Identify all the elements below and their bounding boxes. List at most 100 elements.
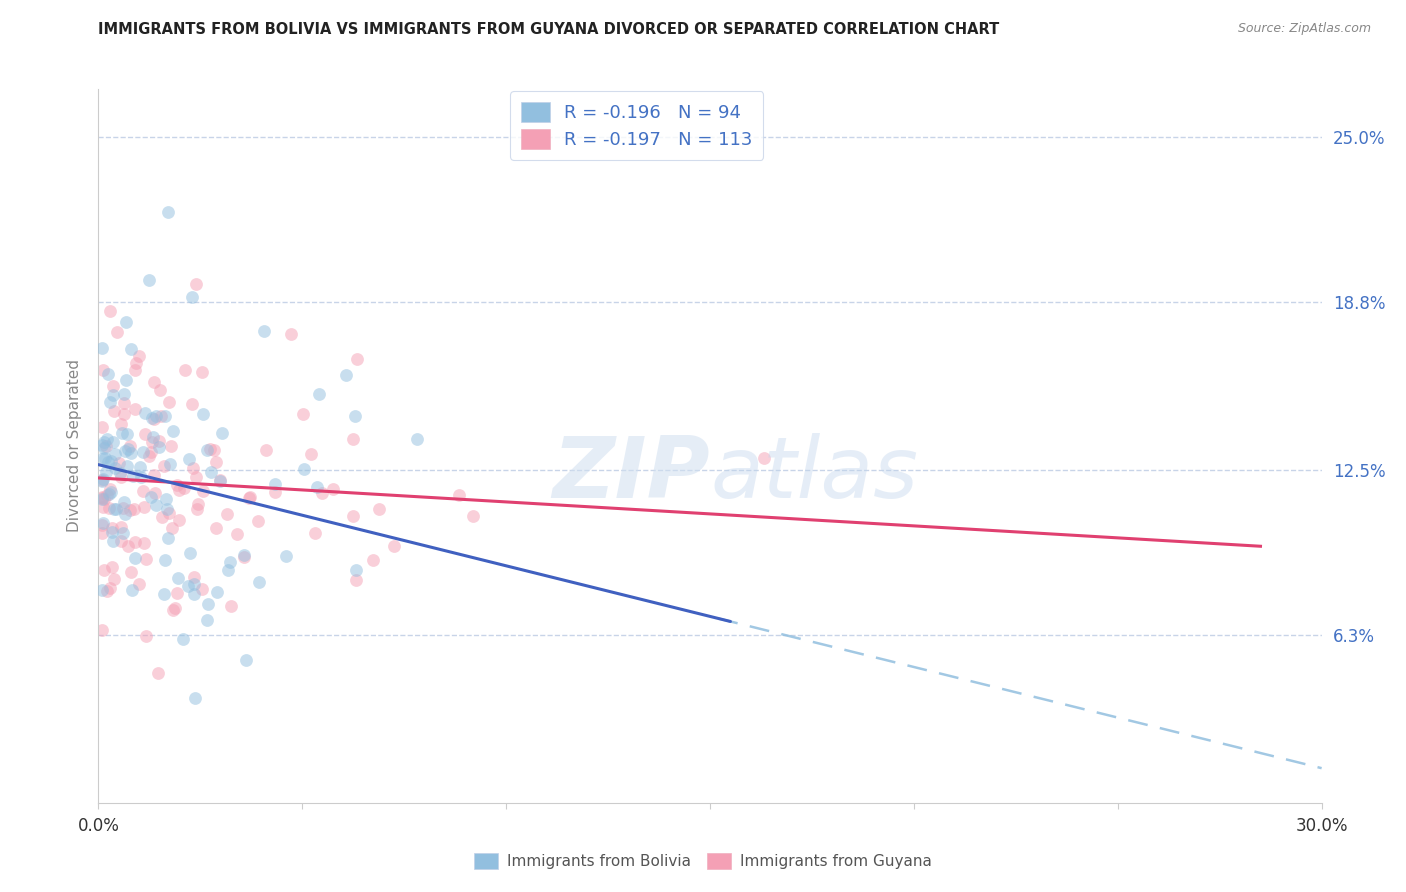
- Point: [292, 462, 315, 476]
- Point: [117, 459, 139, 474]
- Point: [177, 579, 200, 593]
- Point: [103, 404, 125, 418]
- Point: [205, 520, 228, 534]
- Point: [217, 563, 239, 577]
- Point: [134, 427, 156, 442]
- Point: [343, 409, 366, 424]
- Point: [135, 551, 157, 566]
- Point: [141, 490, 163, 504]
- Point: [305, 479, 328, 493]
- Point: [186, 277, 208, 291]
- Point: [263, 477, 285, 491]
- Point: [110, 520, 132, 534]
- Point: [110, 466, 132, 480]
- Point: [135, 629, 157, 643]
- Point: [200, 465, 222, 479]
- Point: [91, 473, 114, 487]
- Point: [98, 395, 121, 409]
- Point: [91, 518, 114, 533]
- Point: [117, 442, 139, 456]
- Point: [121, 582, 143, 597]
- Point: [91, 474, 114, 488]
- Point: [180, 397, 202, 411]
- Point: [103, 534, 125, 549]
- Point: [193, 407, 215, 421]
- Point: [120, 439, 142, 453]
- Point: [238, 491, 260, 505]
- Point: [112, 495, 135, 509]
- Point: [91, 582, 114, 597]
- Point: [141, 411, 163, 425]
- Point: [93, 472, 115, 486]
- Text: atlas: atlas: [710, 433, 918, 516]
- Point: [156, 502, 179, 516]
- Point: [197, 597, 219, 611]
- Point: [134, 500, 156, 515]
- Point: [148, 434, 170, 448]
- Point: [264, 484, 287, 499]
- Point: [120, 446, 142, 460]
- Point: [181, 460, 204, 475]
- Point: [405, 432, 427, 446]
- Point: [218, 555, 240, 569]
- Point: [100, 559, 122, 574]
- Point: [187, 497, 209, 511]
- Point: [120, 566, 142, 580]
- Point: [368, 502, 391, 516]
- Point: [155, 491, 177, 506]
- Point: [93, 563, 115, 577]
- Point: [91, 491, 114, 505]
- Point: [167, 483, 190, 497]
- Point: [110, 470, 132, 484]
- Point: [138, 449, 160, 463]
- Point: [274, 549, 297, 564]
- Point: [91, 525, 114, 540]
- Point: [143, 486, 166, 500]
- Point: [91, 420, 114, 434]
- Point: [91, 362, 114, 376]
- Point: [191, 365, 214, 379]
- Point: [96, 488, 118, 502]
- Point: [184, 690, 207, 705]
- Point: [103, 435, 125, 450]
- Point: [184, 470, 207, 484]
- Point: [235, 653, 257, 667]
- Point: [183, 570, 205, 584]
- Point: [322, 482, 344, 496]
- Point: [166, 478, 188, 492]
- Legend: R = -0.196   N = 94, R = -0.197   N = 113: R = -0.196 N = 94, R = -0.197 N = 113: [510, 91, 763, 160]
- Point: [382, 539, 405, 553]
- Point: [361, 553, 384, 567]
- Point: [103, 501, 125, 516]
- Point: [91, 623, 114, 637]
- Point: [186, 502, 208, 516]
- Point: [183, 576, 205, 591]
- Point: [112, 396, 135, 410]
- Point: [94, 439, 117, 453]
- Point: [308, 387, 330, 401]
- Point: [145, 498, 167, 512]
- Point: [159, 457, 181, 471]
- Point: [148, 440, 170, 454]
- Point: [103, 572, 125, 586]
- Point: [143, 412, 166, 426]
- Point: [93, 435, 115, 450]
- Point: [122, 501, 145, 516]
- Point: [100, 483, 122, 497]
- Point: [91, 451, 114, 466]
- Point: [346, 352, 368, 367]
- Point: [91, 438, 114, 452]
- Point: [91, 492, 114, 507]
- Point: [160, 439, 183, 453]
- Point: [153, 458, 176, 473]
- Point: [157, 395, 180, 409]
- Point: [205, 455, 228, 469]
- Point: [226, 527, 249, 541]
- Point: [233, 548, 256, 562]
- Point: [155, 553, 177, 567]
- Point: [156, 531, 179, 545]
- Point: [112, 386, 135, 401]
- Point: [254, 442, 277, 457]
- Y-axis label: Divorced or Separated: Divorced or Separated: [67, 359, 83, 533]
- Point: [311, 486, 333, 500]
